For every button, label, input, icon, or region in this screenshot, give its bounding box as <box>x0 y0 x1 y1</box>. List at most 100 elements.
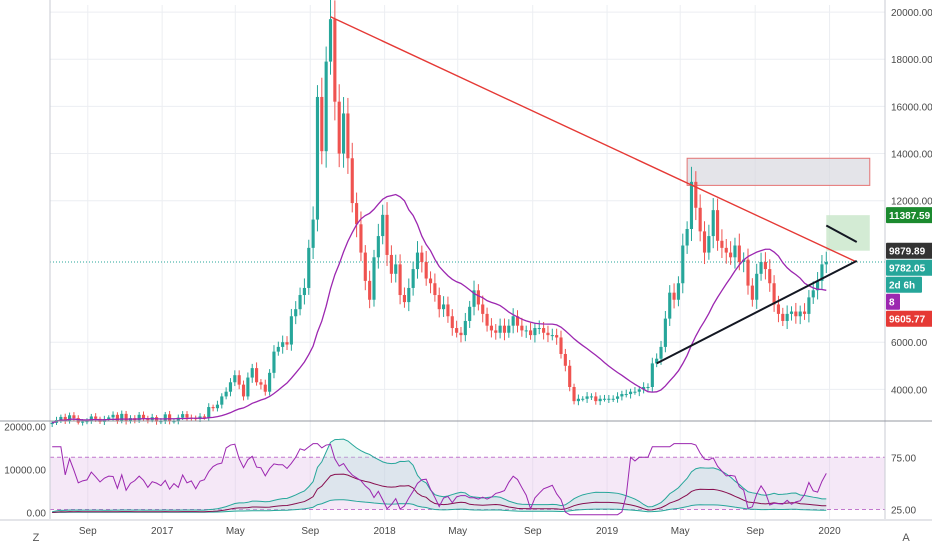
candle[interactable] <box>481 295 485 323</box>
candle[interactable] <box>633 387 637 395</box>
candle[interactable] <box>672 283 676 309</box>
candle[interactable] <box>637 386 641 397</box>
candle[interactable] <box>520 317 524 337</box>
candle[interactable] <box>154 415 159 425</box>
candle[interactable] <box>289 308 293 351</box>
candle[interactable] <box>259 379 263 390</box>
candle[interactable] <box>655 353 659 368</box>
candle[interactable] <box>424 250 428 286</box>
candle[interactable] <box>420 245 424 273</box>
timezone-icon[interactable]: Z <box>33 532 40 544</box>
candle[interactable] <box>328 0 333 75</box>
candle[interactable] <box>720 229 724 259</box>
candle[interactable] <box>755 263 759 309</box>
candle[interactable] <box>646 383 650 391</box>
candle[interactable] <box>233 370 237 387</box>
candle[interactable] <box>450 309 454 336</box>
candle[interactable] <box>785 305 789 330</box>
candle[interactable] <box>381 204 385 245</box>
candle[interactable] <box>437 287 441 318</box>
candle[interactable] <box>724 238 728 264</box>
candle[interactable] <box>368 270 372 309</box>
candle[interactable] <box>50 421 54 428</box>
candle[interactable] <box>750 278 754 307</box>
candle[interactable] <box>615 392 620 403</box>
candle[interactable] <box>385 202 389 266</box>
candle[interactable] <box>463 312 467 342</box>
candle[interactable] <box>681 233 685 294</box>
candle[interactable] <box>798 305 802 325</box>
candle[interactable] <box>572 383 576 405</box>
candle[interactable] <box>555 328 559 345</box>
candle[interactable] <box>594 392 598 405</box>
candle[interactable] <box>394 254 398 283</box>
candle[interactable] <box>350 142 354 213</box>
candle[interactable] <box>707 224 711 260</box>
candle[interactable] <box>72 412 76 422</box>
trendline-black[interactable] <box>825 224 858 243</box>
bollinger-mid-line[interactable] <box>52 473 827 514</box>
candle[interactable] <box>315 85 320 232</box>
candle[interactable] <box>689 166 694 242</box>
candle[interactable] <box>768 259 772 292</box>
candle[interactable] <box>333 0 337 121</box>
candle[interactable] <box>802 303 807 320</box>
candle[interactable] <box>455 320 459 338</box>
candle[interactable] <box>115 412 119 424</box>
price-pane[interactable] <box>50 0 885 428</box>
candle[interactable] <box>389 245 393 283</box>
candle[interactable] <box>620 390 624 401</box>
trendline-red[interactable] <box>330 16 858 263</box>
candle[interactable] <box>468 300 472 328</box>
candle[interactable] <box>376 223 380 269</box>
candle[interactable] <box>302 278 306 305</box>
candle[interactable] <box>698 194 702 242</box>
candle[interactable] <box>285 336 289 351</box>
candle[interactable] <box>715 198 720 251</box>
candle[interactable] <box>442 296 446 317</box>
candle[interactable] <box>402 287 407 308</box>
candle[interactable] <box>494 324 498 340</box>
candle[interactable] <box>320 77 324 165</box>
candle[interactable] <box>102 415 106 425</box>
candle[interactable] <box>550 328 554 341</box>
candle[interactable] <box>537 320 541 335</box>
candle[interactable] <box>763 252 767 280</box>
candle[interactable] <box>702 221 707 265</box>
target-zone[interactable] <box>826 215 870 251</box>
candle[interactable] <box>528 322 533 340</box>
candle[interactable] <box>772 275 776 312</box>
candle[interactable] <box>576 394 580 406</box>
candle[interactable] <box>581 396 585 402</box>
candle[interactable] <box>211 404 215 412</box>
candle[interactable] <box>163 411 167 424</box>
candle[interactable] <box>276 341 280 356</box>
candle[interactable] <box>337 84 341 168</box>
moving-average-line[interactable] <box>51 193 827 424</box>
candle[interactable] <box>811 281 815 304</box>
candle[interactable] <box>533 322 537 343</box>
candle[interactable] <box>472 280 476 316</box>
trendline-black[interactable] <box>656 259 858 365</box>
candle[interactable] <box>598 395 602 406</box>
candle[interactable] <box>542 321 546 340</box>
candle[interactable] <box>568 360 572 392</box>
candle[interactable] <box>729 241 733 265</box>
resistance-zone[interactable] <box>686 157 871 186</box>
candle[interactable] <box>668 285 672 326</box>
candle[interactable] <box>524 325 528 338</box>
candle[interactable] <box>176 414 180 425</box>
candle[interactable] <box>311 206 315 259</box>
candle[interactable] <box>559 330 563 359</box>
candle[interactable] <box>733 237 737 269</box>
candle[interactable] <box>59 414 63 424</box>
candle[interactable] <box>215 400 220 412</box>
candle[interactable] <box>607 394 611 404</box>
candle[interactable] <box>168 410 172 425</box>
candle[interactable] <box>272 345 276 379</box>
candle[interactable] <box>298 287 302 316</box>
candle[interactable] <box>459 326 463 343</box>
candle[interactable] <box>515 310 520 333</box>
candle[interactable] <box>446 296 450 323</box>
candle[interactable] <box>602 394 607 402</box>
